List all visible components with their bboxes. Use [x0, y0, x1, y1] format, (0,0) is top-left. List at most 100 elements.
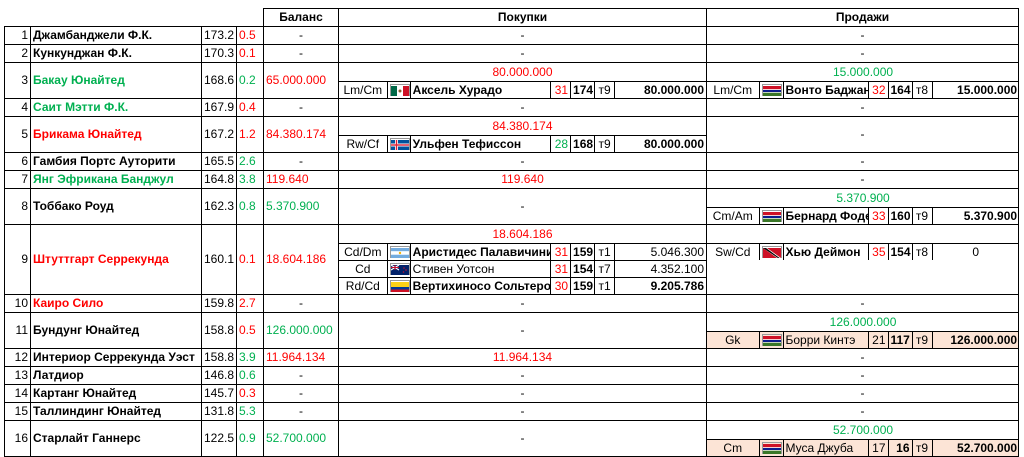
balance-cell: - [263, 366, 339, 385]
position-cell: Sw/Cd [707, 243, 760, 260]
rating-change: 3.8 [236, 170, 264, 189]
team-rating: 165.5 [201, 152, 237, 171]
rank-cell: 15 [4, 402, 31, 421]
position-cell: Lm/Cm [707, 81, 760, 98]
purchases-cell: - [338, 44, 707, 63]
nationality-cell [386, 260, 411, 278]
sales-cell: - [706, 98, 1019, 117]
team-rating: 167.9 [201, 98, 237, 117]
team-name: Старлайт Ганнерс [30, 420, 202, 457]
player-rating: 164 [887, 81, 913, 98]
contract-term: т1 [594, 243, 616, 261]
player-age: 31 [549, 243, 572, 261]
player-rating: 168 [570, 135, 596, 152]
team-name: Интериор Серрекунда Уэст [30, 348, 202, 367]
transfer-price: 4.352.100 [614, 260, 706, 278]
player-name: Борри Кинтэ [782, 331, 869, 348]
balance-cell: 11.964.134 [263, 348, 339, 367]
rank-cell: 7 [4, 170, 31, 189]
purchases-cell: - [338, 26, 707, 45]
rating-change: 0.2 [236, 62, 264, 99]
transfer-price: 52.700.000 [931, 439, 1018, 456]
nationality-cell [758, 243, 784, 260]
header-row: Баланс Покупки Продажи [5, 8, 1019, 27]
balance-cell: 18.604.186 [263, 224, 339, 295]
sale-total: 52.700.000 [833, 422, 894, 437]
team-name: Гамбия Портс Ауторити [30, 152, 202, 171]
purchase-total-row: 80.000.000 [340, 64, 706, 82]
purchase-total: 18.604.186 [492, 226, 553, 241]
team-rating: 168.6 [201, 62, 237, 99]
team-row: 3 Бакау Юнайтед 168.6 0.2 65.000.000 80.000.0… [4, 62, 1019, 99]
balance-cell: 119.640 [263, 170, 339, 189]
contract-term: т1 [594, 277, 616, 294]
gambia-flag [761, 334, 782, 347]
position-cell: Cd [339, 260, 388, 278]
sales-cell: - [706, 170, 1019, 189]
transfer-price: 80.000.000 [614, 81, 706, 98]
rank-cell: 13 [4, 366, 31, 385]
player-name: Аристидес Палавичини [409, 243, 552, 261]
team-name: Штуттгарт Серрекунда [30, 224, 202, 295]
sales-cell: - [706, 116, 1019, 153]
team-name: Бундунг Юнайтед [30, 312, 202, 349]
sale-detail-table: 5.370.900 Cm/Am Бернард Фоде 33 160 т9 5.370.9… [707, 190, 1018, 224]
team-row: 13 Латдиор 146.8 0.6- - - [4, 366, 1019, 385]
gambia-flag-graphic [762, 212, 781, 223]
sales-cell: 52.700.000 Cm Муса Джуба 17 16 т9 52.700.000 [706, 420, 1019, 457]
player-name: Ульфен Тефиссон [409, 135, 552, 152]
rank-cell: 11 [4, 312, 31, 349]
purchase-total: 80.000.000 [492, 64, 553, 79]
player-age: 17 [867, 439, 889, 456]
nationality-cell [386, 277, 411, 294]
transfer-price: 5.370.900 [931, 207, 1018, 224]
purchases-cell: - [338, 384, 707, 403]
purchases-cell: 84.380.174 Rw/Cf Ульфен Тефиссон 28 168 т9 80.… [338, 116, 707, 153]
transfer-price: 9.205.786 [614, 277, 706, 294]
sale-player-row: Lm/Cm Вонто Баджан 32 164 т8 15.000.000 [707, 81, 1018, 98]
team-row: 1 Джамбанджели Ф.К. 173.2 0.5- - - [4, 26, 1019, 45]
sales-cell: - [706, 294, 1019, 313]
contract-term: т9 [911, 207, 933, 224]
contract-term: т9 [911, 331, 933, 348]
purchase-detail-table: 84.380.174 Rw/Cf Ульфен Тефиссон 28 168 т9 80.… [339, 118, 706, 152]
position-cell: Rd/Cd [339, 277, 388, 294]
purchase-player-row: Rd/Cd Вертихиносо Сольтеро 30 159 т1 9.205.78… [339, 277, 706, 294]
purchase-total: 84.380.174 [492, 118, 553, 133]
purchase-player-row: Cd/Dm Аристидес Палавичини 31 159 т1 5.046.30… [339, 243, 706, 261]
team-rating: 122.5 [201, 420, 237, 457]
rank-cell: 2 [4, 44, 31, 63]
team-name: Саит Мэтти Ф.К. [30, 98, 202, 117]
team-rating: 131.8 [201, 402, 237, 421]
player-rating: 160 [887, 207, 913, 224]
argentina-flag [389, 246, 410, 259]
player-rating: 117 [887, 331, 913, 348]
gambia-flag-graphic [762, 336, 781, 347]
purchases-cell: 18.604.186 Cd/Dm Аристидес Палавичини 31 159… [338, 224, 707, 295]
sale-total-row: 52.700.000 [708, 422, 1018, 440]
iceland-flag [389, 138, 410, 151]
team-row: 14 Картанг Юнайтед 145.7 0.3- - - [4, 384, 1019, 403]
player-rating: 174 [570, 81, 596, 98]
sale-player-row: Gk Борри Кинтэ 21 117 т9 126.000.000 [707, 331, 1018, 348]
rank-cell: 14 [4, 384, 31, 403]
contract-term: т9 [594, 81, 616, 98]
contract-term: т8 [911, 81, 933, 98]
argentina-flag-graphic [390, 248, 409, 259]
purchases-cell: 119.640 [338, 170, 707, 189]
rank-cell: 3 [4, 62, 31, 99]
team-row: 7 Янг Эфрикана Банджул 164.8 3.8 119.640 119.… [4, 170, 1019, 189]
rating-change: 0.1 [236, 224, 264, 295]
sale-detail-table: 126.000.000 Gk Борри Кинтэ 21 117 т9 126.000.0… [707, 314, 1018, 348]
purchase-detail-table: 18.604.186 Cd/Dm Аристидес Палавичини 31 159… [339, 226, 706, 294]
new-zealand-flag [389, 263, 410, 276]
team-name: Кункунджан Ф.К. [30, 44, 202, 63]
purchase-total-row: 18.604.186 [340, 226, 706, 244]
transfer-price: 0 [931, 243, 1018, 260]
sale-total: 126.000.000 [829, 314, 897, 329]
position-cell: Cm/Am [707, 207, 760, 224]
position-cell: Cd/Dm [339, 243, 388, 261]
sales-cell: - [706, 384, 1019, 403]
team-rating: 145.7 [201, 384, 237, 403]
sale-player-row: Cm Муса Джуба 17 16 т9 52.700.000 [707, 439, 1018, 456]
